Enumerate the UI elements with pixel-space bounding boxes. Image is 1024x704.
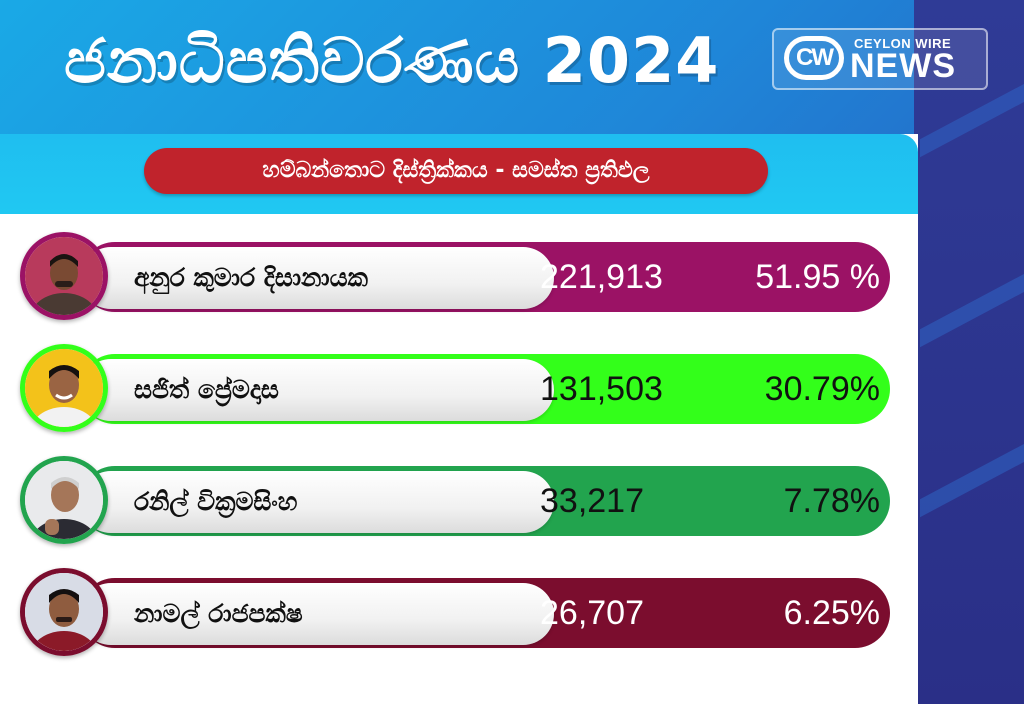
logo-mark: CW xyxy=(784,36,844,80)
candidate-votes: 221,913 xyxy=(540,258,663,296)
logo-main-text: NEWS xyxy=(850,47,956,85)
logo-top-text: CEYLON WIRE xyxy=(854,36,952,51)
ceylon-wire-logo-icon: CW CEYLON WIRE NEWS xyxy=(772,28,988,90)
candidate-name: නාමල් රාජපක්ෂ xyxy=(134,599,303,628)
candidate-percent: 30.79% xyxy=(764,370,880,408)
candidate-photo-icon xyxy=(20,344,108,432)
candidate-votes: 131,503 xyxy=(540,370,663,408)
name-pill xyxy=(80,359,554,421)
page-title: ජනාධිපතිවරණය 2024 xyxy=(64,24,720,97)
candidate-row: සජිත් ප්‍රේමදාස 131,503 30.79% xyxy=(20,344,892,432)
candidate-row: අනුර කුමාර දිසානායක 221,913 51.95 % xyxy=(20,232,892,320)
name-pill xyxy=(80,471,554,533)
candidate-votes: 33,217 xyxy=(540,482,644,520)
name-pill xyxy=(80,583,554,645)
candidate-photo-icon xyxy=(20,568,108,656)
candidate-row: නාමල් රාජපක්ෂ 26,707 6.25% xyxy=(20,568,892,656)
candidate-votes: 26,707 xyxy=(540,594,644,632)
district-subtitle: හම්බන්තොට දිස්ත්‍රික්කය - සමස්ත ප්‍රතිඵල xyxy=(144,148,768,194)
candidate-percent: 6.25% xyxy=(783,594,880,632)
candidate-percent: 7.78% xyxy=(783,482,880,520)
candidate-percent: 51.95 % xyxy=(755,258,880,296)
candidate-name: අනුර කුමාර දිසානායක xyxy=(134,263,368,292)
candidate-row: රනිල් වික්‍රමසිංහ 33,217 7.78% xyxy=(20,456,892,544)
candidate-photo-icon xyxy=(20,456,108,544)
candidate-photo-icon xyxy=(20,232,108,320)
candidate-name: සජිත් ප්‍රේමදාස xyxy=(134,375,279,404)
candidate-name: රනිල් වික්‍රමසිංහ xyxy=(134,487,298,516)
name-pill xyxy=(80,247,554,309)
